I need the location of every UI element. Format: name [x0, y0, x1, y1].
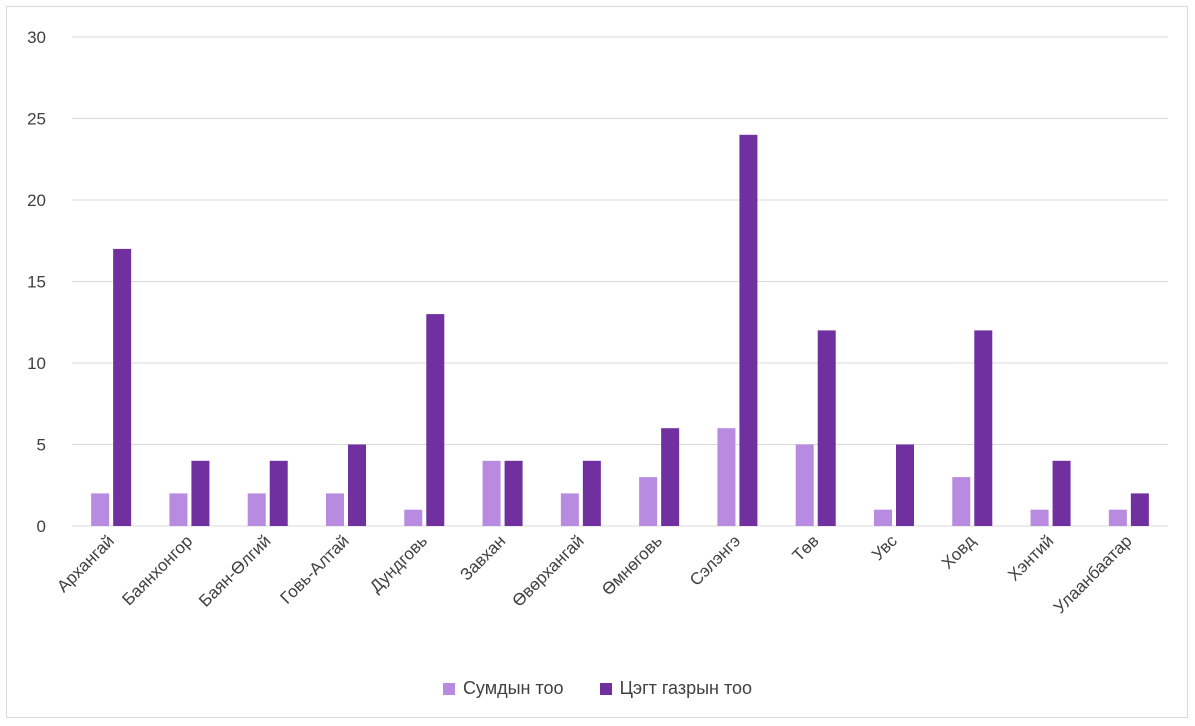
bar-points-1 [191, 460, 210, 526]
legend-label: Сумдын тоо [462, 678, 564, 698]
x-tick-label: Баян-Өлгий [195, 531, 274, 610]
bar-sums-8 [717, 428, 736, 526]
bar-points-13 [1130, 493, 1149, 526]
x-tick-label: Завхан [456, 531, 509, 584]
bar-sums-0 [91, 493, 110, 526]
x-tick-label: Говь-Алтай [277, 531, 353, 607]
bar-points-4 [426, 314, 445, 526]
x-tick-label: Улаанбаатар [1050, 531, 1136, 617]
y-tick-label: 0 [37, 517, 46, 536]
bar-points-0 [113, 248, 132, 526]
y-tick-label: 30 [27, 28, 46, 47]
bar-sums-4 [404, 509, 423, 526]
y-tick-label: 5 [37, 436, 46, 455]
legend-swatch [442, 682, 455, 695]
bars [91, 134, 1149, 527]
bar-sums-5 [482, 460, 501, 526]
bar-sums-12 [1030, 509, 1049, 526]
x-tick-label: Ховд [938, 531, 979, 572]
x-tick-label: Архангай [53, 531, 118, 596]
bar-points-12 [1052, 460, 1071, 526]
legend-item-1: Цэгт газрын тоо [599, 678, 753, 699]
legend-swatch [599, 682, 612, 695]
y-tick-label: 25 [27, 110, 46, 129]
bar-points-7 [661, 428, 680, 526]
gridlines [72, 36, 1168, 527]
bar-points-3 [348, 444, 366, 526]
x-tick-label: Сэлэнгэ [686, 531, 744, 589]
bar-points-9 [817, 330, 836, 526]
bar-sums-10 [874, 509, 892, 526]
legend-label: Цэгт газрын тоо [619, 678, 753, 698]
bar-sums-2 [247, 493, 266, 526]
bar-points-10 [896, 444, 914, 526]
legend: Сумдын тоо Цэгт газрын тоо [0, 678, 1195, 699]
bar-sums-7 [639, 477, 658, 526]
bar-points-8 [739, 134, 758, 527]
bar-sums-13 [1108, 509, 1127, 526]
bar-sums-6 [560, 493, 579, 526]
x-tick-label: Баянхонгор [118, 531, 196, 609]
bar-sums-1 [169, 493, 188, 526]
x-tick-label: Дундговь [366, 531, 431, 596]
x-tick-label: Өмнөговь [598, 531, 666, 599]
bar-points-6 [582, 460, 601, 526]
x-tick-label: Хэнтий [1004, 531, 1057, 584]
bar-points-2 [269, 460, 288, 526]
bar-points-5 [504, 460, 523, 526]
x-tick-label: Өвөрхангай [509, 531, 588, 610]
bar-sums-3 [326, 493, 344, 526]
y-axis: 0 5 10 15 20 25 30 [27, 28, 46, 536]
bar-sums-11 [952, 477, 971, 526]
y-tick-label: 15 [27, 273, 46, 292]
x-tick-label: Увс [868, 531, 901, 564]
x-tick-label: Төв [789, 531, 823, 565]
legend-item-0: Сумдын тоо [442, 678, 564, 699]
y-tick-label: 10 [27, 354, 46, 373]
bar-sums-9 [795, 444, 814, 526]
y-tick-label: 20 [27, 191, 46, 210]
bar-points-11 [974, 330, 993, 526]
